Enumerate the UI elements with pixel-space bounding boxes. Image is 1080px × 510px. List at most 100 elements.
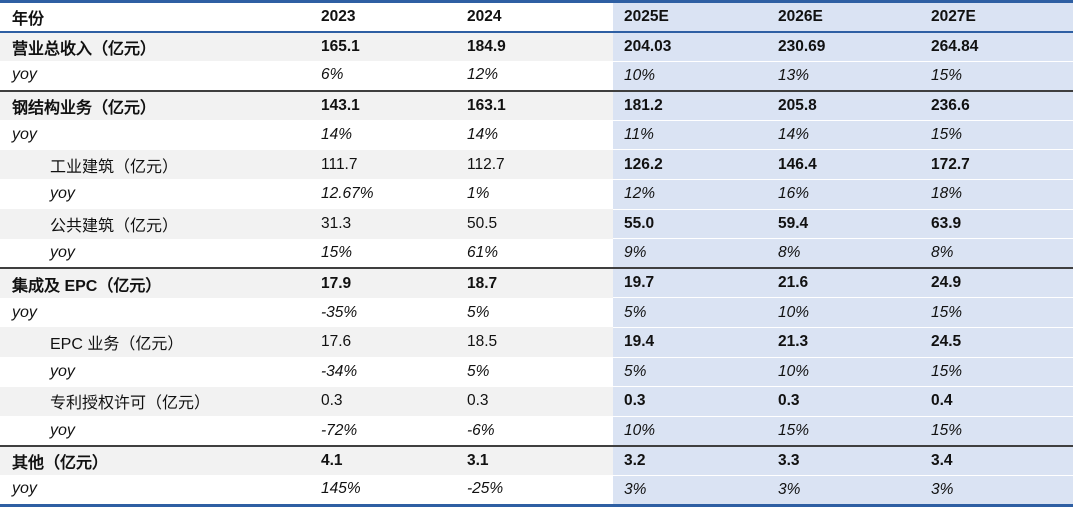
cell-2023: 12.67%: [321, 185, 374, 203]
cell-2026e: 3%: [767, 475, 920, 506]
cell-2027e: 15%: [920, 416, 1073, 447]
cell-2027e: 264.84: [920, 31, 1073, 62]
cell-2026e: 13%: [767, 61, 920, 92]
cell-2025e: 55.0: [613, 209, 767, 240]
cell-2023: 0.3: [310, 386, 456, 417]
cell-2026e: 205.8: [767, 90, 920, 121]
row-label: 公共建筑（亿元）: [0, 209, 310, 239]
cell-2026e: 8%: [767, 238, 920, 269]
row-label: 其他（亿元）: [0, 445, 310, 476]
cell-2023: -35%: [321, 303, 358, 321]
cell-2027e: 15%: [920, 120, 1073, 151]
column-header-2025e: 2025E: [613, 1, 767, 33]
table-body: 营业总收入（亿元） 165.1 184.9 204.03 230.69 264.84 yoy…: [0, 31, 1073, 506]
row-label: 营业总收入（亿元）: [0, 31, 310, 62]
table-row: EPC 业务（亿元） 17.6 18.5 19.4 21.3 24.5: [0, 327, 1073, 358]
cell-2025e: 19.7: [613, 268, 767, 299]
cell-2027e: 18%: [920, 179, 1073, 210]
cell-2025e: 3%: [613, 475, 767, 506]
cell-2023: 145%: [321, 480, 361, 498]
table-row: yoy 15% 61% 9% 8% 8%: [0, 238, 1073, 269]
cell-2025e: 10%: [613, 416, 767, 447]
cell-2023: 31.3: [310, 209, 456, 239]
cell-2026e: 16%: [767, 179, 920, 210]
cell-2024: 12%: [467, 66, 499, 84]
column-header-year: 年份: [0, 1, 310, 33]
cell-2025e: 9%: [613, 238, 767, 269]
row-label: 专利授权许可（亿元）: [0, 386, 310, 417]
cell-2025e: 11%: [613, 120, 767, 151]
row-label: 集成及 EPC（亿元）: [0, 268, 310, 298]
column-header-2027e: 2027E: [920, 1, 1073, 33]
cell-2024: 184.9: [456, 31, 613, 62]
table-row: yoy -34% 5% 5% 10% 15%: [0, 357, 1073, 388]
cell-2024: 61%: [467, 243, 499, 261]
column-header-2024: 2024: [456, 1, 613, 33]
cell-2027e: 24.5: [920, 327, 1073, 358]
table-row: 营业总收入（亿元） 165.1 184.9 204.03 230.69 264.84: [0, 31, 1073, 62]
cell-2026e: 21.3: [767, 327, 920, 358]
cell-2027e: 15%: [920, 61, 1073, 92]
cell-2024: 18.7: [456, 268, 613, 298]
row-label: EPC 业务（亿元）: [0, 327, 310, 358]
cell-2026e: 21.6: [767, 268, 920, 299]
table-row: 公共建筑（亿元） 31.3 50.5 55.0 59.4 63.9: [0, 209, 1073, 240]
cell-2023: 143.1: [310, 90, 456, 121]
table-header: 年份 2023 2024 2025E 2026E 2027E: [0, 1, 1073, 33]
row-label: yoy: [50, 185, 75, 203]
cell-2025e: 126.2: [613, 149, 767, 180]
row-label: yoy: [50, 421, 75, 439]
table-row: yoy 145% -25% 3% 3% 3%: [0, 475, 1073, 506]
cell-2023: 14%: [321, 126, 353, 144]
cell-2025e: 5%: [613, 297, 767, 328]
cell-2023: 6%: [321, 66, 344, 84]
cell-2024: 50.5: [456, 209, 613, 239]
column-header-2023: 2023: [310, 1, 456, 33]
cell-2024: 163.1: [456, 90, 613, 121]
cell-2027e: 3%: [920, 475, 1073, 506]
cell-2025e: 5%: [613, 357, 767, 388]
table-row: 工业建筑（亿元） 111.7 112.7 126.2 146.4 172.7: [0, 149, 1073, 180]
cell-2023: 4.1: [310, 445, 456, 476]
cell-2023: 165.1: [310, 31, 456, 62]
row-label: yoy: [50, 362, 75, 380]
cell-2024: -6%: [467, 421, 495, 439]
cell-2025e: 10%: [613, 61, 767, 92]
cell-2027e: 15%: [920, 297, 1073, 328]
cell-2023: -72%: [321, 421, 358, 439]
cell-2027e: 8%: [920, 238, 1073, 269]
cell-2025e: 0.3: [613, 386, 767, 417]
row-label: 工业建筑（亿元）: [0, 149, 310, 180]
cell-2026e: 59.4: [767, 209, 920, 240]
cell-2026e: 3.3: [767, 445, 920, 476]
table-row: yoy -72% -6% 10% 15% 15%: [0, 416, 1073, 447]
cell-2024: 5%: [467, 362, 490, 380]
row-label: yoy: [12, 126, 37, 144]
cell-2027e: 24.9: [920, 268, 1073, 299]
cell-2024: 14%: [467, 126, 499, 144]
cell-2026e: 146.4: [767, 149, 920, 180]
table-row: yoy 12.67% 1% 12% 16% 18%: [0, 179, 1073, 210]
table-row: yoy -35% 5% 5% 10% 15%: [0, 297, 1073, 328]
cell-2024: -25%: [467, 480, 504, 498]
header-row: 年份 2023 2024 2025E 2026E 2027E: [0, 1, 1073, 33]
table-row: 专利授权许可（亿元） 0.3 0.3 0.3 0.3 0.4: [0, 386, 1073, 417]
cell-2024: 3.1: [456, 445, 613, 476]
cell-2025e: 3.2: [613, 445, 767, 476]
cell-2026e: 0.3: [767, 386, 920, 417]
cell-2025e: 204.03: [613, 31, 767, 62]
cell-2026e: 15%: [767, 416, 920, 447]
cell-2027e: 172.7: [920, 149, 1073, 180]
cell-2027e: 0.4: [920, 386, 1073, 417]
cell-2026e: 10%: [767, 297, 920, 328]
row-label: yoy: [12, 480, 37, 498]
cell-2026e: 10%: [767, 357, 920, 388]
cell-2023: -34%: [321, 362, 358, 380]
cell-2025e: 19.4: [613, 327, 767, 358]
cell-2025e: 181.2: [613, 90, 767, 121]
table-row: yoy 14% 14% 11% 14% 15%: [0, 120, 1073, 151]
cell-2023: 15%: [321, 243, 353, 261]
row-label: yoy: [50, 243, 75, 261]
